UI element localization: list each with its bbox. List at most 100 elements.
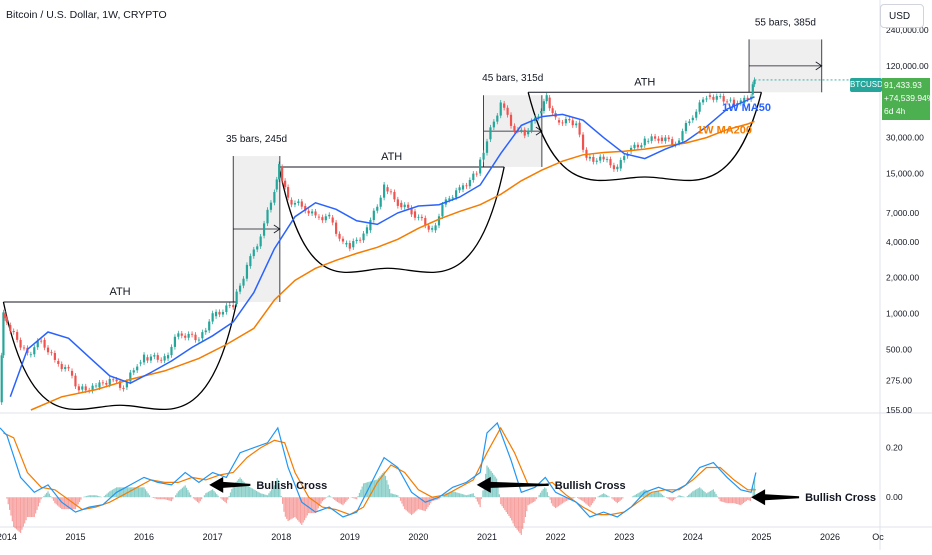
histogram-bar-487 [674, 497, 675, 499]
histogram-bar-178 [250, 488, 251, 498]
histogram-bar-501 [694, 491, 695, 498]
histogram-bar-190 [267, 495, 268, 497]
histogram-bar-439 [609, 496, 610, 497]
histogram-bar-406 [563, 497, 564, 502]
histogram-bar-484 [670, 497, 671, 500]
histogram-bar-287 [400, 497, 401, 501]
candle-body-121 [407, 205, 409, 208]
candle-body-183 [616, 167, 618, 169]
candle-body-143 [482, 153, 484, 160]
candle-body-134 [452, 197, 454, 198]
histogram-bar-22 [36, 497, 37, 510]
histogram-bar-58 [86, 496, 87, 497]
histogram-bar-522 [722, 497, 723, 502]
candle-body-162 [546, 95, 548, 101]
histogram-bar-260 [363, 483, 364, 497]
histogram-bar-526 [728, 497, 729, 503]
histogram-bar-289 [403, 497, 404, 506]
candle-body-34 [112, 379, 114, 380]
histogram-bar-294 [410, 497, 411, 514]
histogram-bar-515 [713, 489, 714, 497]
candle-body-74 [249, 256, 251, 266]
histogram-bar-145 [205, 493, 206, 497]
histogram-bar-381 [529, 497, 530, 504]
histogram-bar-512 [709, 492, 710, 498]
candle-body-65 [218, 312, 220, 315]
histogram-bar-101 [145, 489, 146, 497]
histogram-bar-156 [220, 497, 221, 498]
candle-body-11 [33, 347, 35, 354]
histogram-bar-418 [580, 497, 581, 499]
last-price: 91,433.93 [884, 79, 928, 92]
candle-body-66 [222, 312, 224, 315]
histogram-bar-54 [80, 497, 81, 499]
candle-body-128 [431, 228, 433, 230]
histogram-bar-171 [241, 479, 242, 497]
histogram-bar-510 [706, 493, 707, 497]
candle-body-114 [383, 185, 385, 198]
histogram-bar-201 [282, 497, 283, 504]
candle-body-168 [565, 119, 567, 123]
candle-body-88 [294, 203, 296, 205]
candle-body-125 [421, 217, 423, 218]
candle-body-94 [314, 211, 316, 215]
histogram-bar-257 [359, 493, 360, 497]
histogram-bar-286 [399, 497, 400, 498]
histogram-bar-35 [54, 497, 55, 503]
histogram-bar-151 [213, 491, 214, 497]
candle-body-108 [362, 234, 364, 241]
histogram-bar-121 [172, 497, 173, 499]
histogram-bar-183 [257, 492, 258, 498]
candle-body-110 [369, 220, 371, 230]
histogram-bar-107 [153, 497, 154, 498]
histogram-bar-234 [327, 496, 328, 497]
histogram-bar-332 [462, 494, 463, 497]
currency-button[interactable]: USD [880, 4, 924, 28]
histogram-bar-12 [23, 497, 24, 526]
histogram-bar-413 [573, 497, 574, 498]
bullish-cross-arrow-1 [477, 477, 549, 493]
histogram-bar-514 [711, 490, 712, 497]
histogram-bar-163 [230, 492, 231, 497]
histogram-bar-529 [732, 497, 733, 503]
candle-body-145 [489, 127, 491, 139]
candle-body-14 [43, 340, 45, 348]
histogram-bar-118 [168, 497, 169, 500]
candle-body-86 [287, 187, 289, 198]
histogram-bar-256 [357, 496, 358, 497]
histogram-bar-420 [582, 497, 583, 501]
histogram-bar-334 [464, 495, 465, 497]
histogram-bar-43 [65, 497, 66, 509]
histogram-bar-188 [264, 494, 265, 497]
histogram-bar-30 [47, 491, 48, 497]
candle-body-7 [19, 340, 21, 348]
histogram-bar-36 [56, 497, 57, 504]
histogram-bar-86 [124, 487, 125, 497]
histogram-bar-29 [46, 493, 47, 497]
histogram-bar-209 [293, 497, 294, 518]
candle-body-80 [270, 203, 272, 210]
candle-body-189 [637, 145, 639, 148]
candle-body-106 [356, 240, 358, 241]
histogram-bar-375 [521, 497, 522, 535]
candle-body-73 [246, 265, 248, 279]
histogram-bar-428 [593, 497, 594, 501]
histogram-bar-498 [689, 494, 690, 498]
candle-body-111 [373, 211, 375, 220]
histogram-bar-67 [98, 496, 99, 497]
histogram-bar-339 [471, 494, 472, 498]
histogram-bar-164 [231, 489, 232, 497]
histogram-bar-179 [252, 489, 253, 498]
histogram-bar-360 [500, 497, 501, 504]
histogram-bar-276 [385, 476, 386, 497]
candle-body-95 [318, 217, 320, 218]
histogram-bar-508 [703, 491, 704, 497]
candle-body-51 [170, 347, 172, 355]
histogram-bar-540 [747, 497, 748, 500]
histogram-bar-403 [559, 497, 560, 505]
histogram-bar-345 [480, 497, 481, 507]
candle-body-181 [609, 159, 611, 165]
candle-body-75 [253, 249, 255, 256]
